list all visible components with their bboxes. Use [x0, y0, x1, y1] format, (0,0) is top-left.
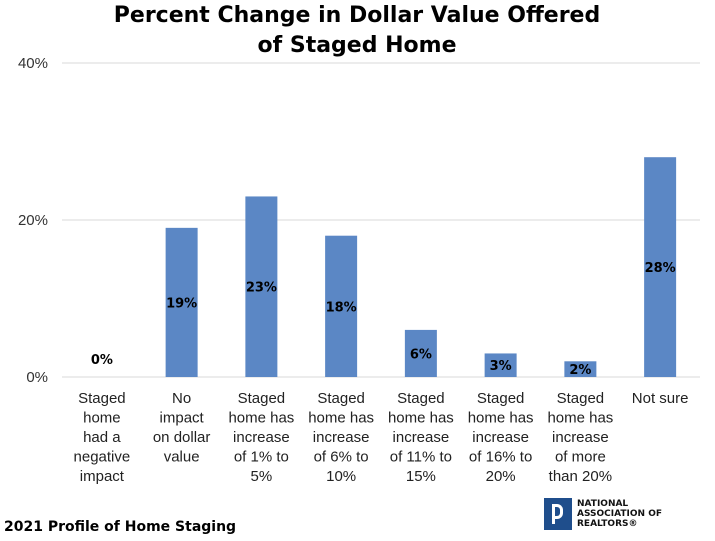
x-category-label: Staged home has increase of 11% to 15% — [388, 390, 454, 485]
x-category-line: home has — [547, 410, 613, 427]
realtor-r-icon — [544, 498, 572, 530]
bar — [564, 361, 597, 377]
x-category-line: of 6% to — [314, 449, 369, 466]
x-category-line: Staged — [397, 390, 445, 407]
x-category-line: Not sure — [632, 390, 689, 407]
chart-title: Percent Change in Dollar Value Offered of… — [114, 3, 600, 58]
x-category-line: increase — [552, 429, 609, 446]
x-category-line: home has — [308, 410, 374, 427]
gridlines — [62, 62, 700, 378]
data-label: 6% — [410, 347, 432, 362]
logo-text: NATIONAL ASSOCIATION OF REALTORS® — [577, 499, 677, 529]
x-category-line: home has — [468, 410, 534, 427]
y-tick-label: 40% — [18, 55, 48, 72]
x-category-line: home — [83, 410, 121, 427]
data-label: 2% — [569, 363, 591, 378]
footer-source: 2021 Profile of Home Staging — [4, 519, 237, 535]
x-category-line: increase — [233, 429, 290, 446]
data-label: 3% — [490, 359, 512, 374]
x-category-line: increase — [313, 429, 370, 446]
x-category-line: impact — [80, 468, 125, 485]
data-label: 28% — [645, 261, 676, 276]
x-category-line: Staged — [557, 390, 605, 407]
x-category-line: home has — [388, 410, 454, 427]
x-category-line: impact — [160, 410, 205, 427]
data-labels: 0% 19% 23% 18% 6% 3% 2% 28% — [91, 261, 676, 378]
y-tick-label: 20% — [18, 212, 48, 229]
x-category-line: negative — [74, 449, 131, 466]
x-category-label: Staged home has increase of 1% to 5% — [228, 390, 294, 485]
x-category-line: 20% — [486, 468, 516, 485]
bar — [484, 353, 517, 377]
chart-title-line: Percent Change in Dollar Value Offered — [114, 3, 600, 28]
x-category-label: Staged home had a negative impact — [74, 390, 131, 485]
x-category-line: 10% — [326, 468, 356, 485]
data-label: 0% — [91, 353, 113, 368]
x-category-line: on dollar — [153, 429, 211, 446]
x-category-line: No — [172, 390, 191, 407]
x-category-line: of more — [555, 449, 606, 466]
nar-logo: NATIONAL ASSOCIATION OF REALTORS® — [544, 498, 674, 534]
x-category-line: had a — [83, 429, 121, 446]
data-label: 19% — [166, 296, 197, 311]
x-category-line: increase — [393, 429, 450, 446]
x-category-line: increase — [472, 429, 529, 446]
chart-title-line: of Staged Home — [258, 33, 457, 58]
x-category-line: home has — [228, 410, 294, 427]
category-labels: Staged home had a negative impact No impact on … — [74, 390, 689, 485]
x-category-line: 5% — [251, 468, 273, 485]
x-category-line: Staged — [78, 390, 126, 407]
x-category-label: Not sure — [632, 390, 689, 407]
y-axis-ticks: 0% 20% 40% — [18, 55, 48, 386]
x-category-line: Staged — [317, 390, 365, 407]
x-category-label: Staged home has increase of 6% to 10% — [308, 390, 374, 485]
x-category-label: Staged home has increase of more than 20% — [547, 390, 613, 485]
x-category-line: than 20% — [549, 468, 612, 485]
x-category-line: Staged — [238, 390, 286, 407]
x-category-label: No impact on dollar value — [153, 390, 211, 466]
x-category-line: value — [164, 449, 200, 466]
bars — [165, 157, 677, 377]
data-label: 23% — [246, 281, 277, 296]
bar — [644, 157, 677, 377]
bar — [165, 227, 198, 377]
x-category-line: of 16% to — [469, 449, 532, 466]
y-tick-label: 0% — [26, 369, 48, 386]
x-category-line: 15% — [406, 468, 436, 485]
bar — [245, 196, 278, 377]
logo-line: NATIONAL — [577, 499, 629, 509]
logo-line: ASSOCIATION OF — [577, 509, 662, 519]
x-category-line: of 11% to — [390, 449, 452, 466]
bar — [325, 235, 358, 377]
x-category-line: Staged — [477, 390, 525, 407]
data-label: 18% — [326, 300, 357, 315]
x-category-line: of 1% to — [234, 449, 289, 466]
logo-line: REALTORS® — [577, 519, 638, 529]
bar — [404, 329, 437, 377]
x-category-label: Staged home has increase of 16% to 20% — [468, 390, 534, 485]
